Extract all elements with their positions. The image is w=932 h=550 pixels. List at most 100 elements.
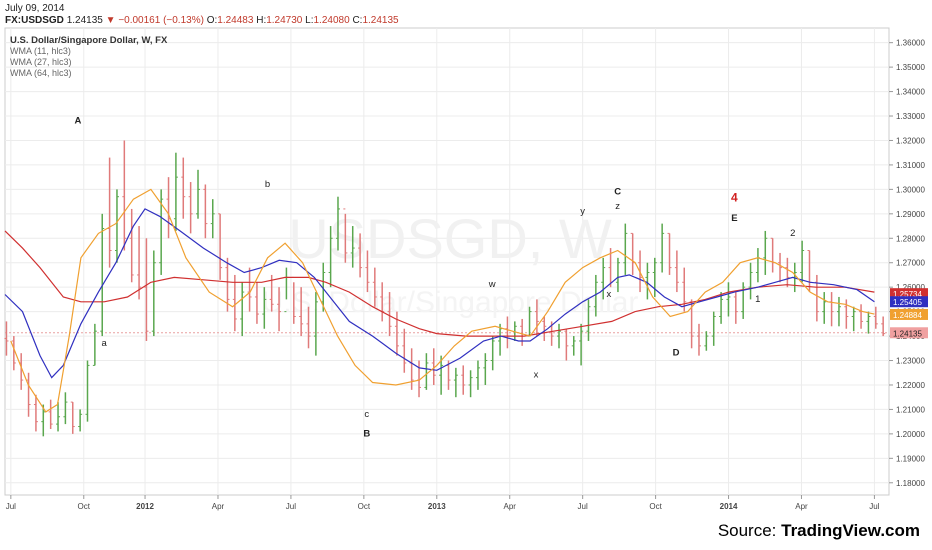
y-tick-label: 1.18000 — [896, 479, 925, 488]
wave-annotations: Aa b cBw x y Cz x D 4 E 1 2 — [74, 115, 795, 439]
price-bar — [652, 257, 657, 297]
price-bar — [674, 250, 679, 293]
price-bar — [33, 394, 38, 432]
price-bar — [615, 257, 620, 293]
legend-wma64[interactable]: WMA (64, hlc3) — [10, 68, 72, 78]
price-bar — [63, 392, 68, 425]
wave-label: b — [265, 179, 270, 190]
price-bar — [350, 226, 355, 268]
price-bar — [85, 360, 90, 422]
price-bar — [623, 223, 628, 275]
wave-label: y — [580, 206, 585, 217]
y-tick-label: 1.34000 — [896, 88, 925, 97]
price-bar — [402, 328, 407, 373]
price-bar — [4, 321, 9, 356]
plot-area[interactable] — [4, 27, 890, 496]
wave-label: E — [731, 213, 737, 224]
price-bar — [181, 157, 186, 219]
price-bar — [269, 274, 274, 312]
price-bar — [343, 208, 348, 263]
price-bar — [100, 213, 105, 337]
price-bar — [144, 238, 149, 341]
wave-label: 2 — [790, 228, 795, 239]
x-tick-label: Oct — [358, 502, 371, 511]
symbol-label[interactable]: FX:USDSGD — [5, 15, 64, 26]
price-bar — [542, 316, 547, 341]
price-bar — [475, 360, 480, 390]
x-tick-label: Jul — [869, 502, 879, 511]
price-bar — [122, 140, 127, 251]
y-tick-label: 1.36000 — [896, 39, 925, 48]
price-bar — [232, 274, 237, 332]
price-bar — [726, 282, 731, 317]
price-bar — [557, 323, 562, 349]
legend-wma27[interactable]: WMA (27, hlc3) — [10, 57, 72, 67]
price-bars — [4, 140, 886, 437]
x-tick-label: Apr — [503, 502, 516, 511]
wave-label: w — [488, 279, 496, 290]
price-tag-box — [890, 327, 928, 339]
price-bar — [439, 355, 444, 395]
wma27-line — [4, 208, 875, 379]
open-value: 1.24483 — [217, 15, 254, 26]
wma64-line — [4, 230, 875, 337]
y-tick-label: 1.21000 — [896, 405, 925, 414]
price-bar — [873, 306, 878, 329]
price-bar — [218, 213, 223, 280]
wave-label: x — [607, 289, 612, 300]
price-bar — [240, 282, 245, 337]
legend-wma11[interactable]: WMA (11, hlc3) — [10, 46, 71, 56]
price-bar — [188, 182, 193, 234]
wave-label: A — [74, 115, 81, 126]
quote-line: FX:USDSGD 1.24135 ▼ −0.00161 (−0.13%) O:… — [5, 15, 399, 26]
wave-label: a — [102, 338, 108, 349]
x-tick-label: Jul — [6, 502, 16, 511]
price-bar — [778, 252, 783, 283]
price-bar — [719, 292, 724, 324]
x-tick-label: Oct — [78, 502, 91, 511]
price-bar — [48, 399, 53, 429]
y-tick-label: 1.30000 — [896, 185, 925, 194]
price-bar — [836, 296, 841, 327]
price-bar — [372, 267, 377, 307]
moving-averages — [4, 188, 875, 413]
price-bar — [114, 189, 119, 263]
x-tick-label: Jul — [578, 502, 588, 511]
price-bar — [645, 262, 650, 300]
price-bar — [299, 287, 304, 337]
price-bar — [660, 223, 665, 273]
price-bar — [11, 336, 16, 371]
y-tick-label: 1.35000 — [896, 63, 925, 72]
price-bar — [571, 336, 576, 356]
source-credit: Source: TradingView.com — [718, 521, 920, 541]
price-tag: 1.24135 — [890, 327, 928, 339]
y-tick-label: 1.27000 — [896, 259, 925, 268]
price-bar — [733, 292, 738, 324]
source-prefix: Source: — [717, 521, 782, 540]
price-bar — [70, 401, 75, 434]
x-tick-label: Apr — [212, 502, 225, 511]
wave-label: c — [364, 409, 369, 420]
x-tick-label: Oct — [649, 502, 662, 511]
price-bar — [203, 184, 208, 239]
x-tick-label: 2014 — [720, 502, 738, 511]
wma11-line — [10, 188, 875, 413]
y-tick-label: 1.31000 — [896, 161, 925, 170]
open-label: O: — [206, 15, 218, 26]
x-tick-label: Jul — [286, 502, 296, 511]
price-bar — [313, 292, 318, 356]
price-bar — [358, 233, 363, 278]
price-tag-label: 1.24884 — [893, 311, 922, 320]
price-bar — [387, 292, 392, 337]
price-change: −0.00161 (−0.13%) — [118, 15, 204, 26]
y-tick-label: 1.19000 — [896, 454, 925, 463]
wave-label: 1 — [755, 294, 760, 305]
low-value: 1.24080 — [313, 15, 350, 26]
source-brand[interactable]: TradingView.com — [781, 521, 920, 540]
price-bar — [461, 365, 466, 395]
y-tick-label: 1.23000 — [896, 357, 925, 366]
low-label: L: — [305, 15, 314, 26]
price-bar — [210, 199, 215, 239]
